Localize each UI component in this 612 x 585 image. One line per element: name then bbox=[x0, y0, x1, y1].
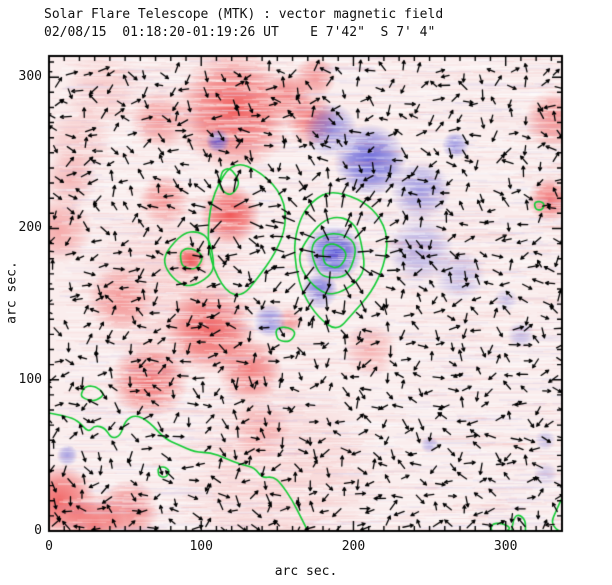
y-axis-label: arc sec. bbox=[4, 261, 20, 324]
y-tick-label: 300 bbox=[18, 69, 42, 85]
y-tick-label: 0 bbox=[34, 523, 42, 538]
x-tick-label: 200 bbox=[341, 539, 366, 554]
x-axis-label: arc sec. bbox=[274, 564, 338, 579]
plot-title: Solar Flare Telescope (MTK) : vector mag… bbox=[44, 7, 444, 22]
y-tick-label: 200 bbox=[18, 220, 42, 236]
x-tick-label: 0 bbox=[45, 539, 53, 554]
x-tick-label: 300 bbox=[493, 539, 518, 554]
plot-subtitle-datetime: 02/08/15 01:18:20-01:19:26 UT E 7'42" S … bbox=[44, 25, 436, 40]
y-tick-label: 100 bbox=[18, 371, 42, 387]
x-tick-label: 100 bbox=[189, 539, 213, 554]
